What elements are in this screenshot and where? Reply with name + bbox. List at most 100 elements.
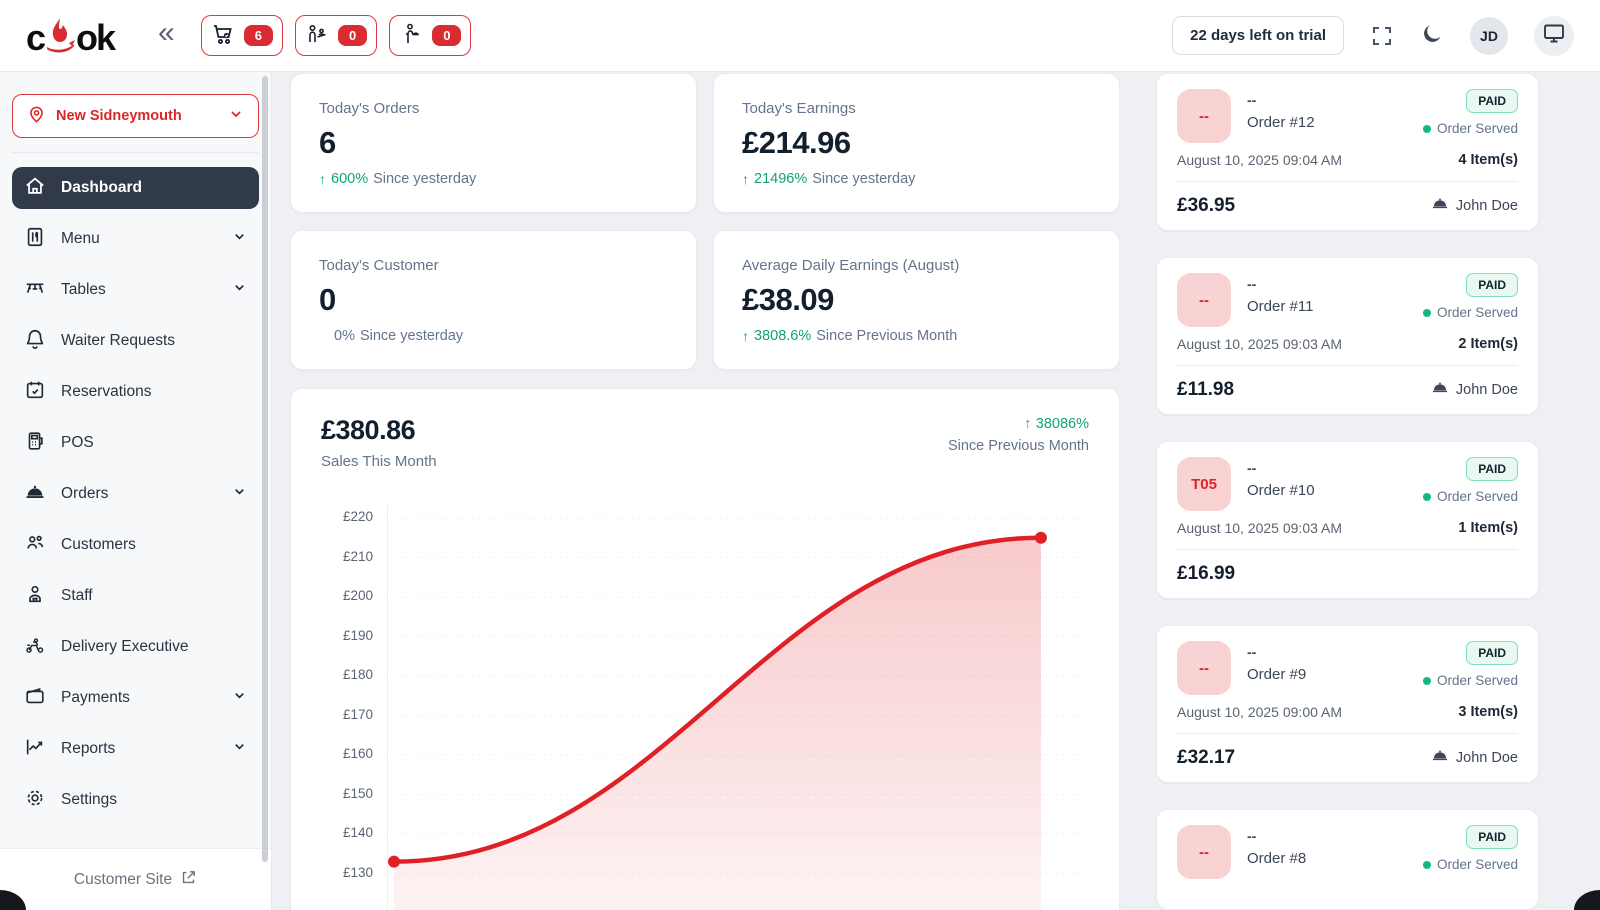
user-avatar[interactable]: JD	[1470, 16, 1508, 55]
order-items-count: 2 Item(s)	[1458, 336, 1518, 352]
sidebar-item-label: POS	[61, 434, 94, 451]
serve-status: Order Served	[1436, 305, 1518, 320]
order-total: £32.17	[1177, 747, 1236, 768]
sidebar-item-label: Tables	[61, 281, 106, 298]
serve-status: Order Served	[1436, 673, 1518, 688]
sales-delta-pct: 38086%	[1035, 416, 1089, 432]
sidebar-scrollbar[interactable]	[262, 76, 268, 862]
sidebar-item-tables[interactable]: Tables	[12, 269, 259, 311]
paid-status-badge: PAID	[1466, 825, 1518, 849]
cart-orders-button[interactable]: 6	[200, 15, 283, 56]
chevron-down-icon	[232, 688, 247, 708]
serve-ready-count-badge: 0	[432, 25, 462, 46]
sidebar-item-label: Settings	[61, 791, 118, 808]
stat-delta-note: Since Previous Month	[816, 328, 958, 344]
staff-icon	[24, 583, 46, 610]
order-ref: --	[1247, 828, 1257, 844]
order-ref: --	[1247, 460, 1257, 476]
order-card-12[interactable]: -- -- Order #12 PAID Order Served August…	[1156, 73, 1539, 231]
order-items-count: 3 Item(s)	[1458, 704, 1518, 720]
divider	[1177, 549, 1518, 550]
sidebar-item-label: Orders	[61, 485, 109, 502]
order-card-8[interactable]: -- -- Order #8 PAID Order Served	[1156, 809, 1539, 910]
sidebar-item-menu[interactable]: Menu	[12, 218, 259, 260]
stat-delta-pct: 0%	[334, 328, 355, 344]
paid-status-badge: PAID	[1466, 89, 1518, 113]
customer-site-label: Customer Site	[73, 870, 173, 888]
stat-card-average-daily-earnings: Average Daily Earnings (August) £38.09 ↑…	[713, 230, 1120, 370]
stat-delta-note: Since yesterday	[359, 328, 464, 344]
order-total: £36.95	[1177, 195, 1236, 216]
branch-selector[interactable]: New Sidneymouth	[12, 94, 259, 138]
order-date: August 10, 2025 09:04 AM	[1177, 152, 1343, 168]
serve-ready-button[interactable]: 0	[389, 15, 472, 56]
order-date: August 10, 2025 09:03 AM	[1177, 520, 1343, 536]
branch-name: New Sidneymouth	[56, 108, 182, 124]
trend-up-icon: ↑	[742, 328, 749, 344]
sidebar-item-reservations[interactable]: Reservations	[12, 371, 259, 413]
paid-status-badge: PAID	[1466, 641, 1518, 665]
sidebar-item-staff[interactable]: Staff	[12, 575, 259, 617]
moon-icon	[1420, 22, 1444, 49]
chart-line-icon	[24, 736, 46, 763]
order-total: £11.98	[1177, 379, 1235, 400]
gear-icon	[24, 787, 46, 814]
waiter-serving-icon	[399, 22, 423, 49]
y-axis-tick: £160	[342, 746, 373, 761]
customer-site-link[interactable]: Customer Site	[0, 848, 271, 910]
wallet-icon	[24, 685, 46, 712]
order-items-count: 4 Item(s)	[1458, 152, 1518, 168]
bell-icon	[24, 328, 46, 355]
external-link-icon	[180, 869, 197, 891]
sidebar-item-label: Payments	[61, 689, 130, 706]
order-ref: --	[1247, 644, 1257, 660]
sidebar-item-payments[interactable]: Payments	[12, 677, 259, 719]
trial-days-button[interactable]: 22 days left on trial	[1172, 16, 1344, 55]
cloche-icon	[1431, 747, 1449, 769]
sidebar-item-customers[interactable]: Customers	[12, 524, 259, 566]
sales-chart-card: £380.86 Sales This Month ↑ 38086% Since …	[290, 388, 1120, 910]
dark-mode-toggle[interactable]	[1420, 22, 1444, 49]
stat-title: Today's Customer	[319, 257, 439, 274]
paid-status-badge: PAID	[1466, 273, 1518, 297]
order-total: £16.99	[1177, 563, 1236, 584]
stat-card-todays-orders: Today's Orders 6 ↑ 600% Since yesterday	[290, 73, 697, 213]
order-ref: --	[1247, 92, 1257, 108]
sales-area-chart: £220 £210 £200 £190 £180 £170 £160 £150 £140 £130	[321, 502, 1089, 910]
stat-card-todays-customer: Today's Customer 0 0% Since yesterday	[290, 230, 697, 370]
sidebar-item-delivery-executive[interactable]: Delivery Executive	[12, 626, 259, 668]
serve-status: Order Served	[1436, 857, 1518, 872]
order-card-9[interactable]: -- -- Order #9 PAID Order Served August …	[1156, 625, 1539, 783]
sidebar-item-pos[interactable]: POS	[12, 422, 259, 464]
calendar-check-icon	[24, 379, 46, 406]
sidebar-item-orders[interactable]: Orders	[12, 473, 259, 515]
order-card-11[interactable]: -- -- Order #11 PAID Order Served August…	[1156, 257, 1539, 415]
order-number: Order #9	[1247, 666, 1307, 683]
order-number: Order #10	[1247, 482, 1315, 499]
sidebar-item-dashboard[interactable]: Dashboard	[12, 167, 259, 209]
chevron-down-icon	[232, 280, 247, 300]
display-mode-button[interactable]	[1534, 15, 1574, 56]
y-axis-tick: £220	[342, 509, 373, 524]
y-axis-tick: £150	[342, 785, 373, 801]
order-card-10[interactable]: T05 -- Order #10 PAID Order Served Augus…	[1156, 441, 1539, 599]
table-badge: --	[1177, 89, 1231, 143]
trend-up-icon: ↑	[1024, 416, 1032, 432]
cloche-icon	[1431, 379, 1449, 401]
sales-delta-note: Since Previous Month	[947, 438, 1089, 454]
sidebar-item-reports[interactable]: Reports	[12, 728, 259, 770]
y-axis-tick: £130	[342, 864, 373, 880]
table-badge: --	[1177, 273, 1231, 327]
sidebar-collapse-icon[interactable]: «	[158, 15, 175, 49]
y-axis-tick: £190	[342, 627, 373, 643]
sidebar-item-label: Staff	[61, 587, 93, 604]
sidebar-item-label: Customers	[61, 536, 136, 553]
logo-text: ok	[76, 16, 116, 58]
sidebar-item-waiter-requests[interactable]: Waiter Requests	[12, 320, 259, 362]
sidebar-item-settings[interactable]: Settings	[12, 779, 259, 821]
logo-text: c	[26, 16, 46, 58]
stat-value: £38.09	[742, 282, 834, 317]
fullscreen-icon[interactable]	[1370, 24, 1394, 48]
served-dot-icon	[1422, 860, 1431, 869]
waiter-request-button[interactable]: 0	[294, 15, 378, 56]
